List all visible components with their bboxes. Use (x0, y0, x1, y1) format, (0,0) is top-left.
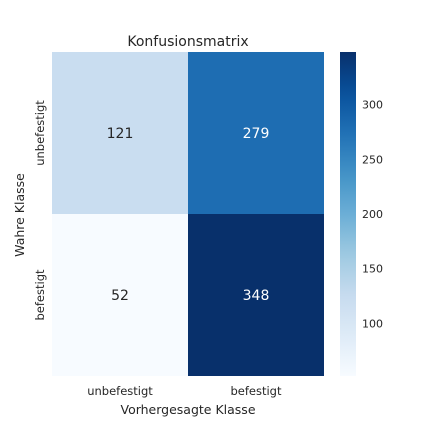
y-tick-labels: unbefestigt befestigt (33, 100, 47, 321)
x-tick-label-unbefestigt: unbefestigt (87, 384, 153, 398)
colorbar-tick-label: 100 (362, 317, 383, 330)
cell-unbefestigt-unbefestigt (52, 52, 188, 214)
cell-value-label: 279 (243, 126, 270, 142)
colorbar: 100 150 200 250 300 (340, 52, 383, 376)
y-tick-label-befestigt: befestigt (33, 269, 47, 320)
x-axis-label: Vorhergesagte Klasse (120, 402, 255, 417)
colorbar-tick-label: 250 (362, 153, 383, 166)
colorbar-tick-label: 150 (362, 263, 383, 276)
chart-title: Konfusionsmatrix (127, 34, 248, 50)
cell-value-label: 121 (107, 126, 134, 142)
colorbar-gradient (340, 52, 356, 376)
heatmap-cells: 121 279 52 348 (52, 52, 324, 376)
colorbar-tick-label: 300 (362, 99, 383, 112)
cell-unbefestigt-befestigt (188, 52, 324, 214)
cell-value-label: 52 (111, 288, 129, 304)
cell-befestigt-unbefestigt (52, 214, 188, 376)
cell-value-label: 348 (243, 288, 270, 304)
cell-befestigt-befestigt (188, 214, 324, 376)
x-tick-label-befestigt: befestigt (230, 384, 281, 398)
colorbar-tick-label: 200 (362, 208, 383, 221)
y-axis-label: Wahre Klasse (12, 173, 27, 257)
y-tick-label-unbefestigt: unbefestigt (33, 100, 47, 166)
x-tick-labels: unbefestigt befestigt (87, 384, 282, 398)
